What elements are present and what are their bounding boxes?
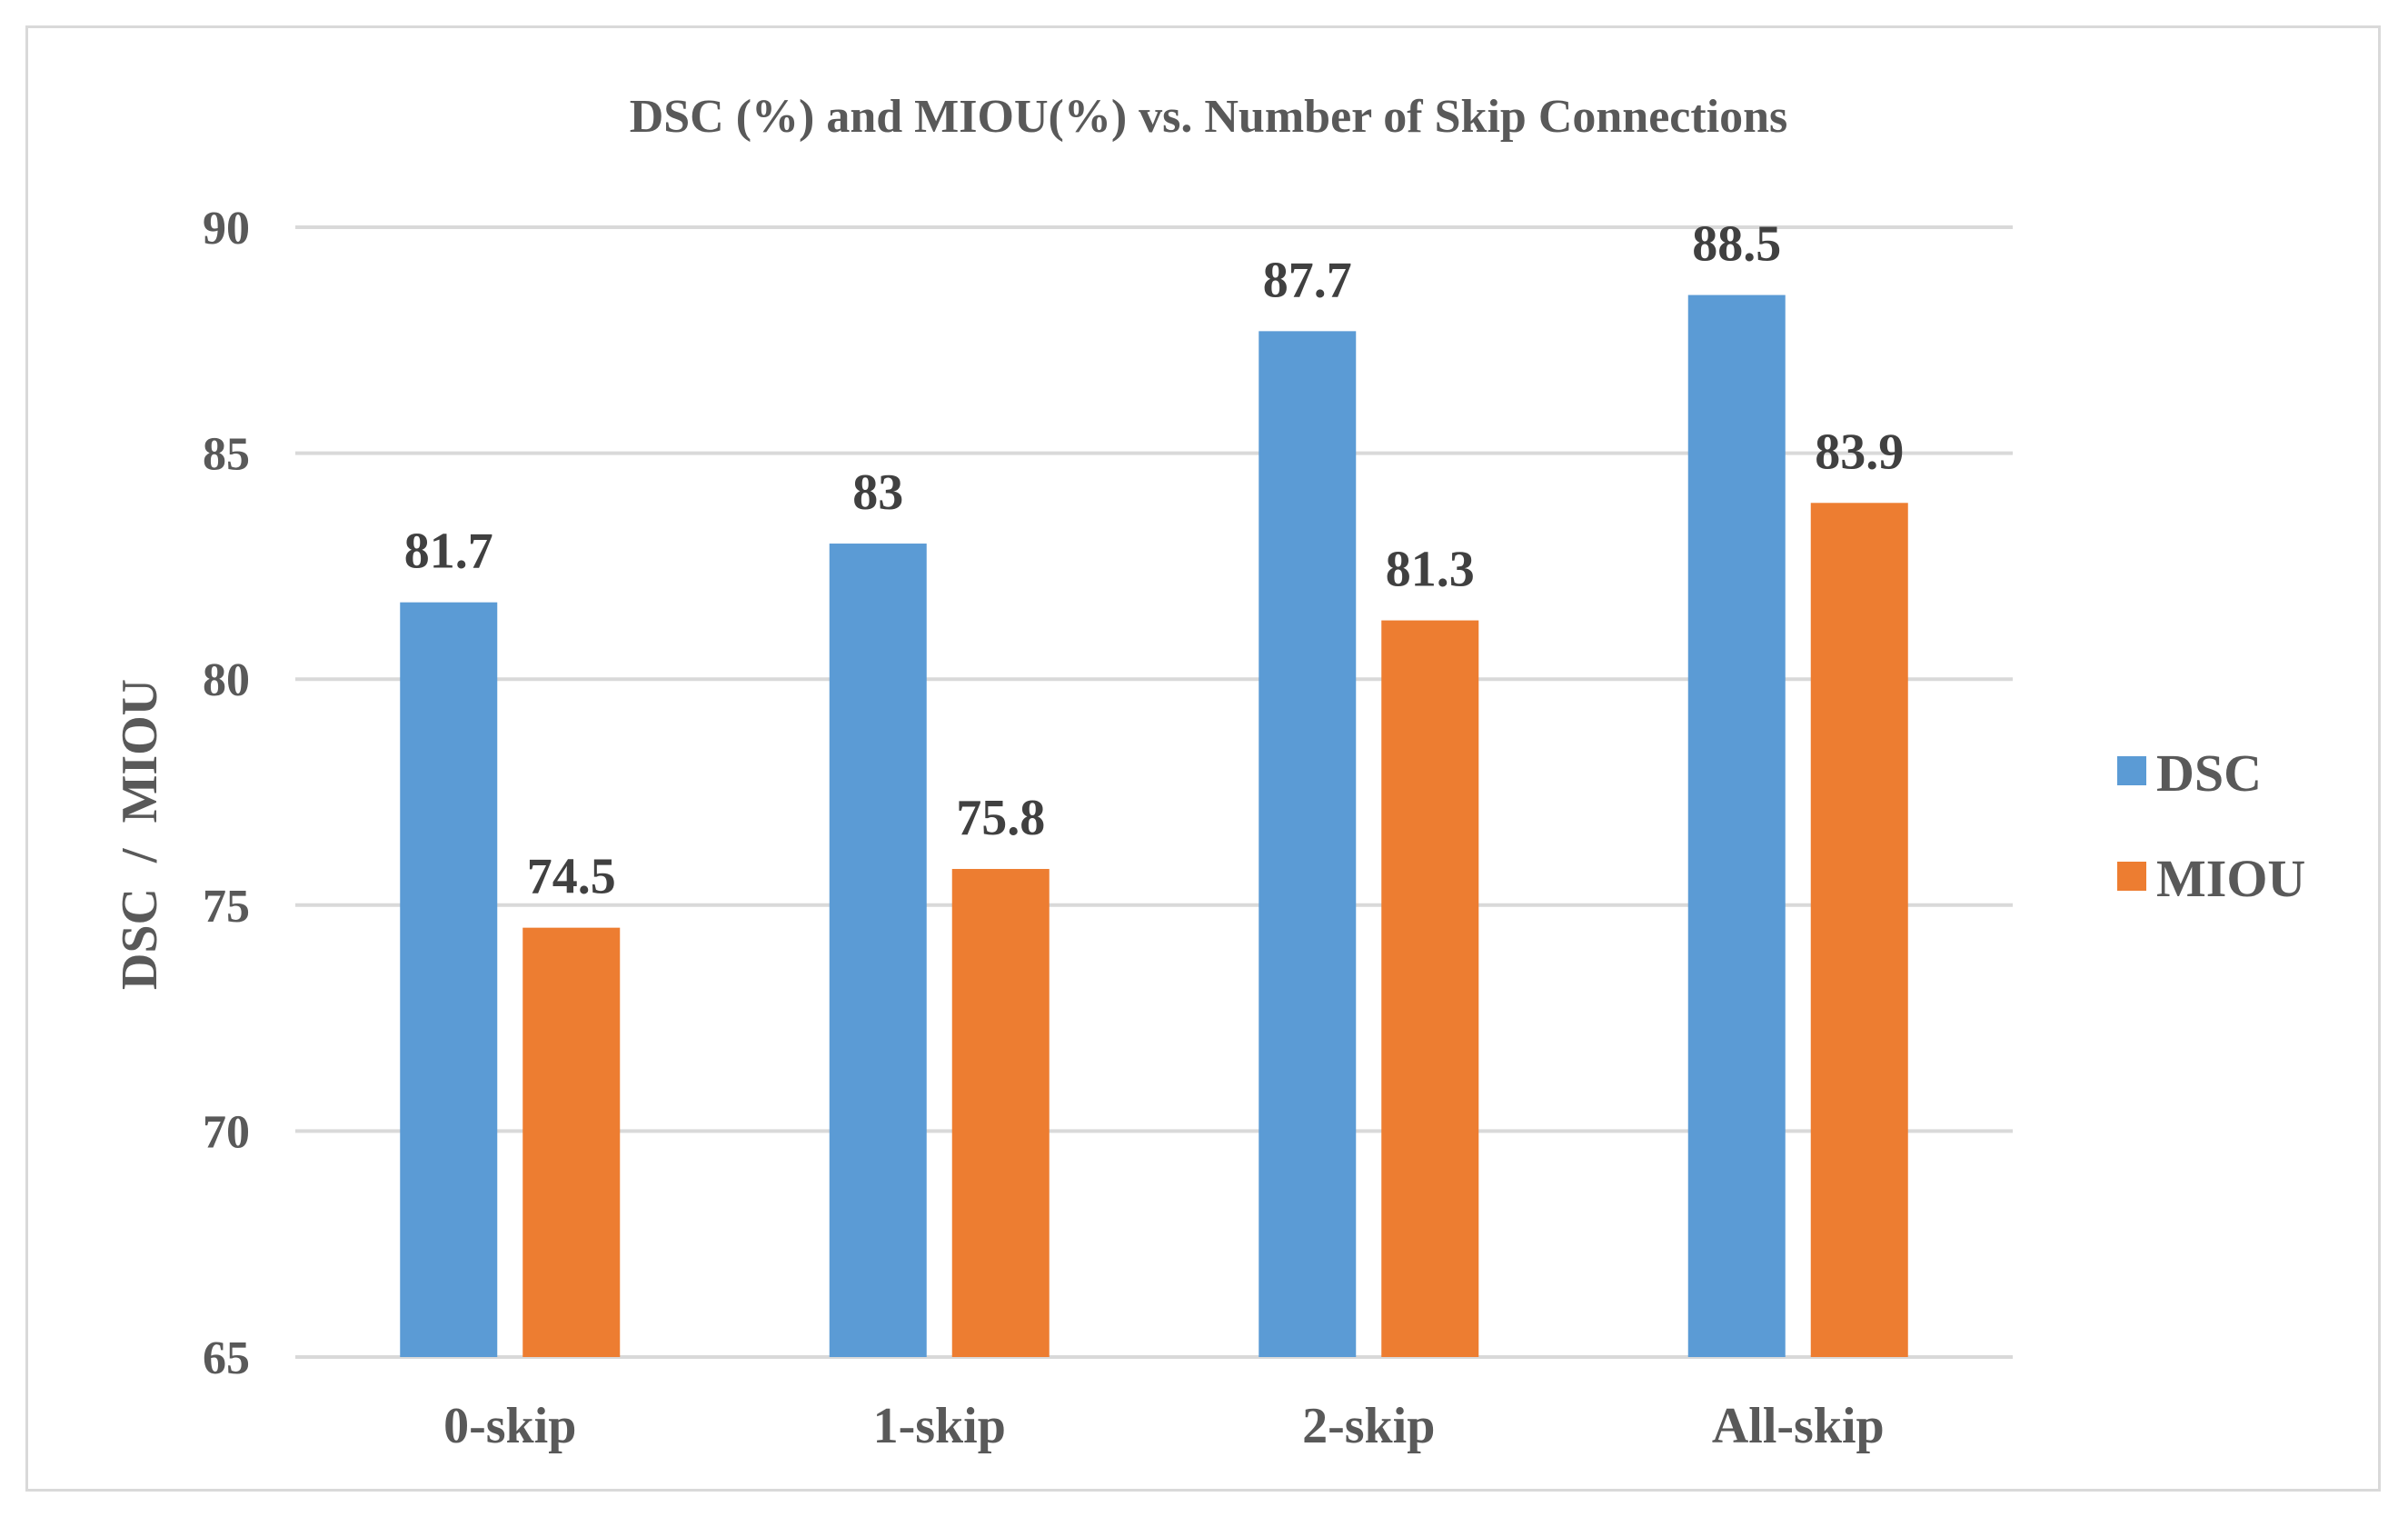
y-tick-label: 70 — [203, 1106, 250, 1158]
category-label-0-skip: 0-skip — [443, 1398, 576, 1454]
category-label-2-skip: 2-skip — [1302, 1398, 1435, 1454]
data-label-dsc-2-skip: 87.7 — [1263, 252, 1352, 308]
legend-label-miou: MIOU — [2156, 849, 2305, 908]
bar-dsc-all-skip — [1687, 294, 1786, 1358]
chart-title: DSC (%) and MIOU(%) vs. Number of Skip C… — [630, 91, 1788, 143]
data-labels: 81.7 74.5 83 75.8 87.7 81.3 88.5 83.9 — [404, 216, 1905, 905]
y-tick-label: 75 — [203, 881, 250, 933]
legend-swatch-miou — [2117, 862, 2146, 891]
category-label-all-skip: All-skip — [1712, 1398, 1885, 1454]
data-label-dsc-all-skip: 88.5 — [1692, 216, 1781, 273]
y-tick-label: 80 — [203, 654, 250, 706]
data-label-miou-all-skip: 83.9 — [1815, 424, 1904, 480]
data-label-miou-0-skip: 74.5 — [527, 849, 616, 905]
y-tick-labels: 65 70 75 80 85 90 — [203, 203, 250, 1384]
category-label-1-skip: 1-skip — [873, 1398, 1006, 1454]
category-labels: 0-skip 1-skip 2-skip All-skip — [443, 1398, 1885, 1454]
data-label-miou-1-skip: 75.8 — [956, 790, 1045, 846]
legend-label-dsc: DSC — [2156, 744, 2262, 803]
bars — [400, 294, 1908, 1358]
data-label-dsc-1-skip: 83 — [852, 464, 903, 521]
data-label-dsc-0-skip: 81.7 — [404, 524, 493, 580]
bar-miou-2-skip — [1381, 620, 1479, 1357]
y-tick-label: 85 — [203, 429, 250, 481]
legend: DSC MIOU — [2117, 744, 2305, 908]
bar-miou-all-skip — [1810, 503, 1908, 1357]
legend-swatch-dsc — [2117, 756, 2146, 785]
bar-dsc-2-skip — [1259, 331, 1357, 1358]
y-tick-label: 65 — [203, 1332, 250, 1384]
data-label-miou-2-skip: 81.3 — [1386, 542, 1475, 598]
bar-dsc-1-skip — [829, 544, 927, 1357]
bar-dsc-0-skip — [400, 602, 498, 1357]
y-axis-title: DSC / MIOU — [112, 679, 168, 990]
y-tick-label: 90 — [203, 203, 250, 254]
bar-miou-0-skip — [522, 927, 621, 1357]
bar-miou-1-skip — [951, 869, 1050, 1357]
